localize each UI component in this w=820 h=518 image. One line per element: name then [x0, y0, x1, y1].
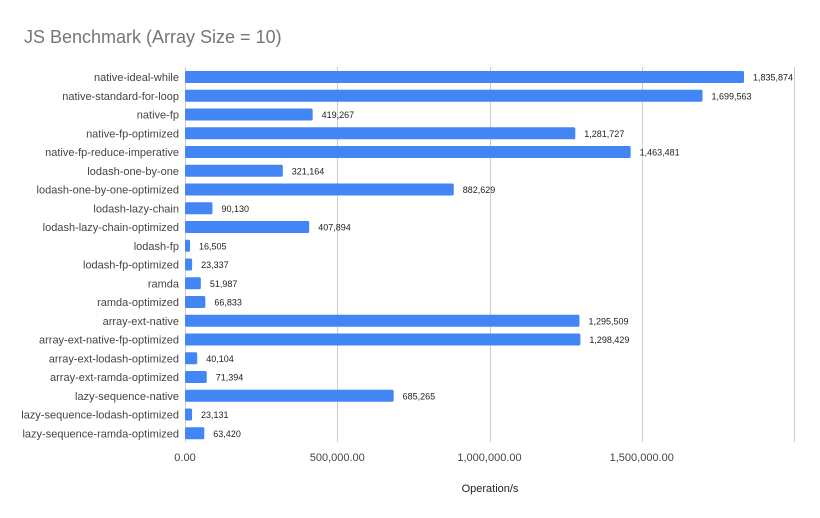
category-label: lazy-sequence-native	[75, 391, 179, 403]
category-label: lodash-lazy-chain	[93, 203, 179, 215]
category-label: native-fp-reduce-imperative	[45, 147, 179, 159]
bar	[185, 296, 206, 308]
category-label: lodash-one-by-one-optimized	[37, 185, 179, 197]
bar	[185, 146, 631, 158]
x-tick-label: 1,000,000.00	[457, 452, 521, 464]
x-tick-label: 1,500,000.00	[610, 452, 674, 464]
category-labels: native-ideal-while native-standard-for-lo…	[21, 72, 180, 440]
value-label: 51,987	[210, 279, 238, 289]
bar	[185, 221, 310, 233]
value-label: 66,833	[214, 298, 242, 308]
category-label: native-standard-for-loop	[62, 91, 179, 103]
category-label: array-ext-lodash-optimized	[49, 353, 179, 365]
value-label: 1,295,509	[588, 316, 628, 326]
category-label: lodash-lazy-chain-optimized	[43, 222, 179, 234]
value-label: 63,420	[213, 429, 241, 439]
value-label: 1,463,481	[640, 148, 680, 158]
value-label: 1,835,874	[753, 73, 793, 83]
bar	[185, 258, 193, 271]
value-label: 23,337	[201, 260, 229, 270]
bar	[185, 127, 576, 140]
value-label: 16,505	[199, 241, 227, 251]
bar	[185, 108, 313, 121]
value-label: 407,894	[318, 223, 351, 233]
category-label: array-ext-native-fp-optimized	[39, 335, 179, 347]
bar	[185, 389, 394, 402]
bar	[185, 427, 205, 440]
category-label: lodash-one-by-one	[87, 166, 179, 178]
category-label: array-ext-ramda-optimized	[50, 372, 179, 384]
value-label: 1,298,429	[589, 335, 629, 345]
category-label: array-ext-native	[103, 316, 179, 328]
value-label: 23,131	[201, 410, 229, 420]
bar-layer	[185, 71, 745, 440]
bar	[185, 408, 193, 421]
bar	[185, 202, 213, 215]
value-label: 40,104	[206, 354, 234, 364]
bar	[185, 89, 703, 102]
bar	[185, 371, 207, 383]
category-label: lazy-sequence-lodash-optimized	[21, 410, 179, 422]
value-label: 1,699,563	[712, 91, 752, 101]
value-label: 882,629	[463, 185, 496, 195]
value-label: 321,164	[292, 166, 325, 176]
category-label: ramda	[148, 278, 180, 290]
bar	[185, 333, 581, 346]
x-tick-labels: 0.00 500,000.00 1,000,000.00 1,500,000.00	[174, 452, 674, 464]
x-axis-title: Operation/s	[462, 483, 519, 495]
bar	[185, 71, 745, 83]
bar	[185, 164, 283, 177]
category-label: lodash-fp	[134, 241, 179, 253]
value-label: 90,130	[221, 204, 249, 214]
bar	[185, 352, 198, 365]
category-label: lodash-fp-optimized	[83, 260, 179, 272]
value-label: 71,394	[216, 373, 244, 383]
category-label: native-ideal-while	[94, 72, 179, 84]
value-label: 685,265	[403, 391, 436, 401]
category-label: lazy-sequence-ramda-optimized	[22, 428, 179, 440]
category-label: native-fp-optimized	[86, 128, 179, 140]
value-label: 419,267	[322, 110, 355, 120]
grid-layer	[185, 67, 795, 442]
chart-title: JS Benchmark (Array Size = 10)	[24, 27, 282, 47]
x-tick-label: 500,000.00	[310, 452, 365, 464]
bar	[185, 183, 454, 196]
value-label: 1,281,727	[584, 129, 624, 139]
x-tick-label: 0.00	[174, 452, 195, 464]
bar	[185, 277, 201, 290]
bar	[185, 239, 191, 252]
bar	[185, 314, 580, 327]
category-label: ramda-optimized	[97, 297, 179, 309]
category-label: native-fp	[137, 110, 179, 122]
